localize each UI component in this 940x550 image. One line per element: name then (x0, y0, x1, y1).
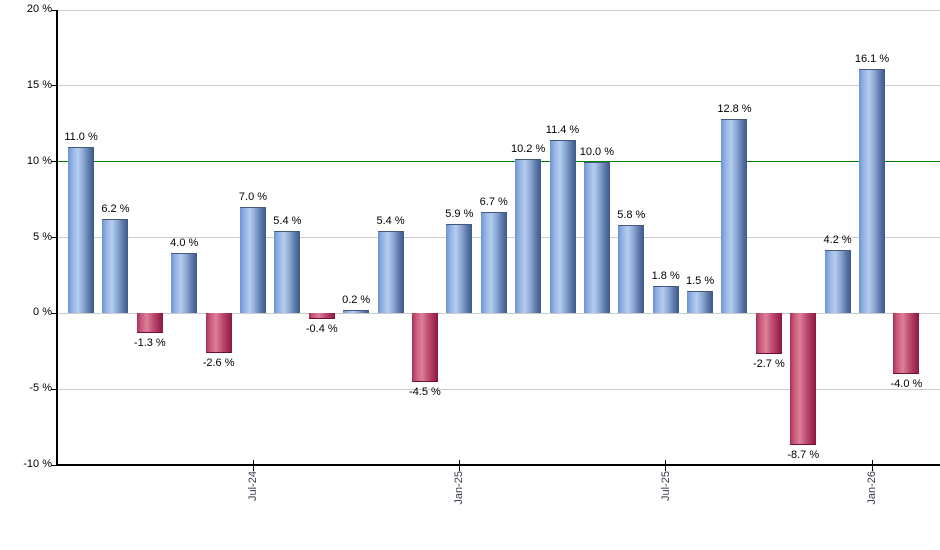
bar-value-label-May-24: 4.0 % (170, 236, 199, 249)
y-axis-tick (51, 161, 57, 163)
bar-value-label-Feb-24: 11.0 % (64, 130, 98, 143)
bar-Apr-24 (136, 313, 163, 334)
x-axis-tick (665, 460, 667, 471)
bar-Jul-25 (652, 286, 679, 314)
reference-line-10pct (57, 161, 940, 163)
bar-Nov-25 (790, 313, 817, 446)
bar-Jul-24 (240, 207, 266, 314)
bar-value-label-Dec-25: 4.2 % (823, 233, 852, 246)
bar-Mar-24 (102, 219, 129, 314)
gridline-15 (57, 85, 940, 87)
bar-Dec-24 (411, 313, 438, 382)
bar-Mar-25 (515, 158, 542, 314)
y-axis-tick (51, 9, 57, 11)
bar-value-label-Feb-25: 6.7 % (479, 195, 508, 208)
bar-value-label-Nov-25: -8.7 % (787, 449, 820, 462)
y-axis-tick-label: -10 % (23, 458, 52, 470)
x-axis-tick-label-Jul-25: Jul-25 (659, 471, 672, 501)
bar-value-label-Jul-25: 1.8 % (651, 270, 680, 283)
y-axis-tick (51, 312, 57, 314)
bar-Oct-24 (343, 310, 370, 314)
bar-value-label-Nov-24: 5.4 % (376, 215, 405, 228)
bar-value-label-Apr-25: 11.4 % (545, 124, 580, 137)
bar-Jun-25 (618, 225, 645, 314)
bar-Sep-24 (308, 313, 335, 320)
bar-value-label-Aug-24: 5.4 % (273, 215, 302, 228)
x-axis-tick (252, 460, 254, 471)
gridline-20 (57, 9, 940, 11)
bar-Sep-25 (721, 119, 748, 314)
bar-value-label-Mar-24: 6.2 % (101, 203, 130, 216)
bar-value-label-Dec-24: -4.5 % (409, 385, 441, 398)
x-axis-tick-label-Jan-26: Jan-26 (866, 471, 879, 505)
bar-value-label-Mar-25: 10.2 % (510, 142, 546, 155)
bar-Jun-24 (205, 313, 232, 353)
bar-value-label-Sep-24: -0.4 % (305, 323, 338, 336)
bar-value-label-May-25: 10.0 % (579, 145, 615, 158)
y-axis-tick-label: 5 % (33, 230, 52, 243)
x-axis-line (56, 464, 940, 466)
gridline-0 (57, 312, 940, 314)
y-axis-tick (51, 237, 57, 238)
bar-value-label-Feb-26: -4.0 % (890, 378, 923, 390)
bar-May-24 (171, 252, 198, 314)
bar-Nov-24 (377, 231, 404, 314)
x-axis-tick-label-Jul-24: Jul-24 (247, 471, 259, 501)
bar-value-label-Oct-25: -2.7 % (752, 358, 785, 371)
bar-Dec-25 (824, 249, 851, 314)
x-axis-tick (871, 460, 873, 471)
bar-Feb-24 (68, 146, 95, 314)
bar-value-label-Jul-24: 7.0 % (238, 191, 268, 204)
y-axis-tick (51, 85, 57, 87)
bar-value-label-Apr-24: -1.3 % (133, 337, 166, 350)
bar-value-label-Jun-25: 5.8 % (617, 209, 646, 222)
bar-Aug-25 (687, 290, 714, 314)
bar-Aug-24 (274, 231, 301, 314)
bar-value-label-Oct-24: 0.2 % (342, 294, 371, 307)
y-axis-line (56, 10, 58, 465)
bar-Feb-25 (480, 211, 507, 314)
y-axis-tick-label: 0 % (33, 306, 52, 319)
bar-value-label-Jun-24: -2.6 % (202, 356, 235, 369)
y-axis-tick-label: 20 % (26, 3, 52, 15)
gridline--5 (57, 388, 940, 390)
y-axis-tick (51, 464, 57, 466)
y-axis-tick-label: 15 % (26, 78, 52, 91)
bar-Apr-25 (549, 140, 576, 314)
y-axis-tick-label: 10 % (26, 154, 52, 167)
x-axis-tick (458, 460, 460, 471)
bar-Feb-26 (893, 313, 920, 374)
y-axis-tick (51, 388, 57, 390)
bar-value-label-Sep-25: 12.8 % (717, 103, 752, 116)
x-axis-tick-label-Jan-25: Jan-25 (453, 471, 466, 505)
bar-value-label-Jan-25: 5.9 % (445, 207, 474, 220)
bar-Oct-25 (755, 313, 782, 355)
y-axis-tick-label: -5 % (29, 382, 52, 395)
bar-value-label-Jan-26: 16.1 % (854, 53, 890, 66)
bar-value-label-Aug-25: 1.5 % (685, 274, 715, 287)
bar-Jan-25 (446, 223, 473, 314)
bar-May-25 (583, 161, 610, 314)
bar-Jan-26 (859, 69, 886, 314)
